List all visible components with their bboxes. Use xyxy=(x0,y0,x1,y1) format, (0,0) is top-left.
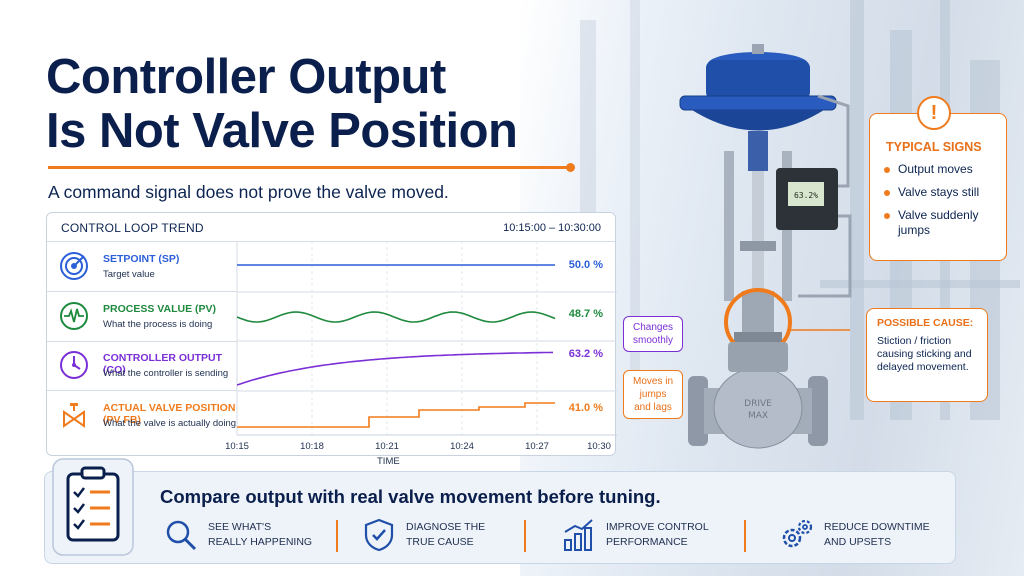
list-item: Valve suddenly jumps xyxy=(884,208,1002,238)
x-tick-label: 10:27 xyxy=(525,441,549,452)
trend-plot xyxy=(236,241,617,436)
setpoint-value: 50.0 % xyxy=(568,259,603,271)
signal-row-process-value: PROCESS VALUE (PV) What the process is d… xyxy=(47,292,237,342)
controller-output-label: CONTROLLER OUTPUT (CO) xyxy=(103,352,222,376)
control-valve-illustration: 63.2% DRIVE MAX xyxy=(679,44,852,449)
process-value-label: PROCESS VALUE (PV) xyxy=(103,303,216,315)
title-underline xyxy=(48,166,570,169)
trend-time-range: 10:15:00 – 10:30:00 xyxy=(503,222,601,234)
feature-divider xyxy=(336,520,338,552)
x-axis-label: TIME xyxy=(377,456,400,467)
valve-position-label: ACTUAL VALVE POSITION (PV FB) xyxy=(103,402,236,426)
positioner-display: 63.2% xyxy=(794,191,818,200)
magnifier-icon xyxy=(166,520,197,551)
possible-cause-card: POSSIBLE CAUSE: Stiction / friction caus… xyxy=(866,308,988,402)
valve-position-value: 41.0 % xyxy=(568,402,603,414)
x-tick-label: 10:24 xyxy=(450,441,474,452)
feature-divider xyxy=(744,520,746,552)
title-underline-dot xyxy=(566,163,575,172)
valve-icon xyxy=(63,403,85,428)
process-value-value: 48.7 % xyxy=(568,308,603,320)
trend-header-divider xyxy=(47,241,615,242)
x-tick-label: 10:15 xyxy=(225,441,249,452)
feature-label: IMPROVE CONTROL PERFORMANCE xyxy=(606,521,709,548)
clipboard-checklist-icon xyxy=(52,458,134,556)
feature-label: DIAGNOSE THE TRUE CAUSE xyxy=(406,521,486,548)
callout-moves-in-jumps: Moves in jumps and lags xyxy=(623,370,683,419)
possible-cause-text: Stiction / friction causing sticking and… xyxy=(877,335,972,373)
title-line-2: Is Not Valve Position xyxy=(46,104,518,158)
valve-body-marking-2: MAX xyxy=(748,411,768,421)
gears-icon xyxy=(782,519,813,548)
shield-check-icon xyxy=(364,518,394,552)
valve-position-series-line xyxy=(237,402,555,428)
valve-position-description: What the valve is actually doing xyxy=(103,418,237,429)
cause-leader-line xyxy=(790,329,850,331)
page-title: Controller Output Is Not Valve Position xyxy=(46,50,518,158)
warning-icon: ! xyxy=(917,96,951,130)
feature-label: REDUCE DOWNTIME AND UPSETS xyxy=(824,521,930,548)
possible-cause-title: POSSIBLE CAUSE: xyxy=(877,317,974,329)
callout-changes-smoothly: Changes smoothly xyxy=(623,316,683,352)
setpoint-label: SETPOINT (SP) xyxy=(103,253,180,265)
gauge-icon xyxy=(60,351,88,379)
valve-body-marking-1: DRIVE xyxy=(744,399,772,409)
target-icon xyxy=(60,252,88,280)
title-line-1: Controller Output xyxy=(46,50,446,104)
process-value-description: What the process is doing xyxy=(103,319,213,330)
typical-signs-list: Output moves Valve stays still Valve sud… xyxy=(884,162,1002,246)
control-loop-trend-panel: CONTROL LOOP TREND 10:15:00 – 10:30:00 S… xyxy=(46,212,617,467)
x-tick-label: 10:21 xyxy=(375,441,399,452)
feature-divider xyxy=(524,520,526,552)
trend-title: CONTROL LOOP TREND xyxy=(61,221,204,235)
bottom-banner xyxy=(44,471,956,564)
controller-output-series-line xyxy=(236,351,554,386)
signal-row-valve-position: ACTUAL VALVE POSITION (PV FB) What the v… xyxy=(47,391,237,435)
bar-growth-icon xyxy=(564,519,593,551)
x-tick-label: 10:30 xyxy=(587,441,611,452)
pulse-icon xyxy=(60,302,88,330)
signal-row-setpoint: SETPOINT (SP) Target value xyxy=(47,242,237,292)
feature-label: SEE WHAT'S REALLY HAPPENING xyxy=(208,521,313,548)
controller-output-description: What the controller is sending xyxy=(103,368,229,379)
process-value-series-line xyxy=(236,311,556,323)
banner-title: Compare output with real valve movement … xyxy=(160,486,661,507)
list-item: Valve stays still xyxy=(884,185,1002,200)
typical-signs-card: TYPICAL SIGNS Output moves Valve stays s… xyxy=(869,113,1007,261)
signal-row-controller-output: CONTROLLER OUTPUT (CO) What the controll… xyxy=(47,341,237,391)
controller-output-value: 63.2 % xyxy=(568,348,603,360)
x-tick-label: 10:18 xyxy=(300,441,324,452)
list-item: Output moves xyxy=(884,162,1002,177)
typical-signs-title: TYPICAL SIGNS xyxy=(886,140,982,154)
setpoint-description: Target value xyxy=(103,269,155,280)
page-subtitle: A command signal does not prove the valv… xyxy=(48,182,449,202)
